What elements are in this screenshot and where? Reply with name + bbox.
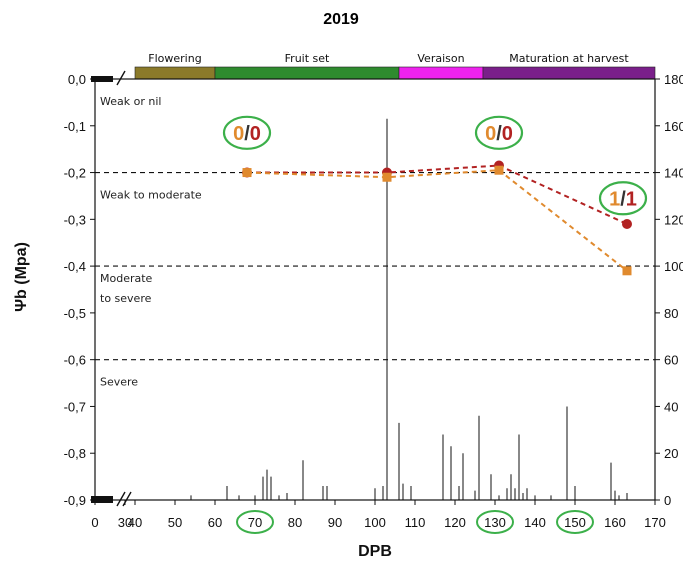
ratio-label: 1/1 <box>609 188 637 210</box>
y2-tick-label: 100 <box>664 259 683 274</box>
y-tick-label: -0,3 <box>64 212 86 227</box>
phase-segment <box>398 66 484 80</box>
series-point <box>242 168 252 178</box>
x-tick-label: 30 <box>118 515 132 530</box>
plot-frame <box>94 78 656 501</box>
x-tick-label: 70 <box>248 515 262 530</box>
series-point <box>494 165 504 175</box>
y2-tick-label: 140 <box>664 166 683 181</box>
threshold-label: to severe <box>100 292 152 305</box>
ratio-ring <box>222 115 272 150</box>
phase-label: Veraison <box>417 52 464 65</box>
x-tick-label: 150 <box>564 515 586 530</box>
x-tick-label: 170 <box>644 515 666 530</box>
annotations: 0/0 0/0 1/1 <box>222 115 648 216</box>
x-tick-label: 160 <box>604 515 626 530</box>
y-tick-label: -0,1 <box>64 119 86 134</box>
x-axis-title: DPB <box>358 543 392 560</box>
rain-bars <box>190 118 628 500</box>
x-tick-label: 130 <box>484 515 506 530</box>
y-tick-label: -0,6 <box>64 353 86 368</box>
y2-tick-label: 180 <box>664 72 683 87</box>
threshold-lines: Weak or nil Weak to moderate Moderate to se… <box>95 95 655 389</box>
ratio-ring <box>598 181 648 216</box>
chart-title: 2019 <box>323 11 359 28</box>
y2-tick-label: 60 <box>664 353 678 368</box>
phase-label: Flowering <box>148 52 201 65</box>
x-tick-label: 90 <box>328 515 342 530</box>
ratio-ring <box>474 115 524 150</box>
threshold-label: Moderate <box>100 272 153 285</box>
x-tick-label: 100 <box>364 515 386 530</box>
y-tick-label: -0,8 <box>64 446 86 461</box>
y2-tick-label: 20 <box>664 446 678 461</box>
y-tick-label: -0,7 <box>64 399 86 414</box>
ratio-label: 0/0 <box>233 123 261 145</box>
series-line <box>246 169 628 272</box>
phase-segment <box>214 66 400 80</box>
x-tick-label: 50 <box>168 515 182 530</box>
phase-segment <box>134 66 216 80</box>
threshold-label: Weak to moderate <box>100 189 202 202</box>
series-point <box>622 266 632 276</box>
y-tick-label: 0,0 <box>68 72 86 87</box>
tick-highlight-ring <box>556 510 594 534</box>
y-tick-label: -0,9 <box>64 493 86 508</box>
y2-tick-label: 120 <box>664 212 683 227</box>
series-point <box>622 219 632 230</box>
threshold-label: Weak or nil <box>100 95 161 108</box>
x-tick-label: 120 <box>444 515 466 530</box>
y-tick-label: -0,5 <box>64 306 86 321</box>
phase-label: Maturation at harvest <box>509 52 629 65</box>
y-tick-label: -0,2 <box>64 166 86 181</box>
phase-segment <box>482 66 656 80</box>
y2-tick-label: 0 <box>664 493 671 508</box>
y2-tick-label: 80 <box>664 306 678 321</box>
y2-tick-label: 40 <box>664 399 678 414</box>
phase-label: Fruit set <box>285 52 330 65</box>
axis-break-mark <box>116 70 126 86</box>
x-tick-label: 40 <box>128 515 142 530</box>
x-tick-label: 110 <box>405 515 426 530</box>
axis-break-mark <box>122 491 132 507</box>
ratio-label: 0/0 <box>485 123 513 145</box>
y2-tick-label: 160 <box>664 119 683 134</box>
x-tick-label: 0 <box>91 515 98 530</box>
tick-highlight-ring <box>236 510 274 534</box>
x-tick-label: 80 <box>288 515 302 530</box>
y-tick-label: -0,4 <box>64 259 86 274</box>
x-tick-label: 140 <box>524 515 546 530</box>
x-tick-label: 60 <box>208 515 222 530</box>
threshold-label: Severe <box>100 376 138 389</box>
y-axis-title: Ψb (Mpa) <box>13 242 30 312</box>
series-point <box>382 172 392 182</box>
tick-highlight-ring <box>476 510 514 534</box>
phase-bar: Flowering Fruit set Veraison Maturation at … <box>134 52 656 80</box>
axis-break-block <box>91 496 113 503</box>
axis-break-block <box>91 76 113 82</box>
axis-break-mark <box>116 491 126 507</box>
series-group <box>242 160 632 276</box>
